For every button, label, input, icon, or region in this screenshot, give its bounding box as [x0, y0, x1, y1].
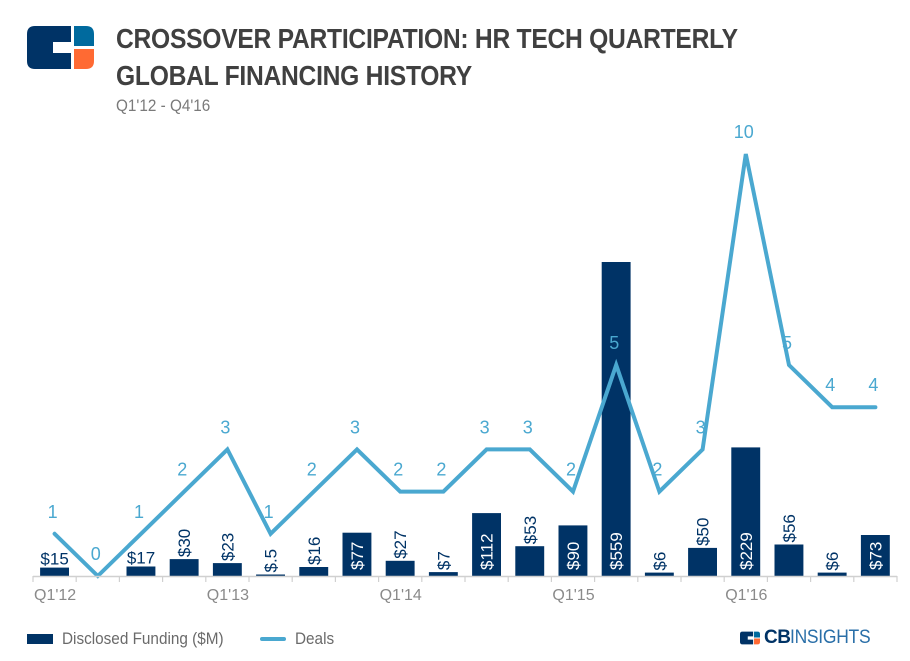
- funding-data-label: $16: [305, 537, 324, 565]
- funding-bar: [688, 547, 717, 576]
- deals-data-label: 2: [393, 460, 403, 480]
- deals-data-label: 3: [480, 417, 490, 437]
- deals-data-label: 4: [868, 375, 878, 395]
- brand-cb-text: CB: [764, 627, 791, 648]
- cb-insights-brand: CB INSIGHTS: [740, 627, 878, 648]
- x-tick-label: Q1'13: [207, 587, 249, 604]
- x-tick-label: Q1'16: [725, 587, 767, 604]
- funding-data-label: $77: [348, 542, 367, 570]
- funding-data-label: $17: [127, 549, 155, 568]
- funding-data-label: $73: [866, 542, 885, 570]
- funding-bar: [428, 572, 458, 576]
- funding-bar: [342, 532, 372, 576]
- chart-subtitle: Q1'12 - Q4'16: [116, 96, 211, 115]
- funding-bar: [212, 563, 242, 576]
- logo-orange-segment: [74, 49, 94, 69]
- funding-bar: [40, 567, 69, 576]
- funding-bar: [126, 566, 156, 576]
- funding-data-label: $559: [607, 532, 626, 570]
- funding-bar: [558, 525, 588, 576]
- funding-data-label: $7: [434, 551, 453, 570]
- logo-navy-segment: [27, 26, 71, 69]
- legend-swatch-funding: [27, 634, 53, 644]
- funding-data-label: $56: [780, 514, 799, 542]
- funding-bar: [169, 559, 199, 576]
- deals-data-label: 5: [609, 333, 619, 353]
- legend-label-funding: Disclosed Funding ($M): [62, 629, 224, 648]
- logo-blue-segment: [74, 26, 94, 46]
- funding-bar: [385, 560, 415, 576]
- chart-title-line1: CROSSOVER PARTICIPATION: HR TECH QUARTER…: [116, 23, 738, 54]
- funding-data-label: $90: [564, 542, 583, 570]
- deals-data-label: 5: [782, 333, 792, 353]
- x-tick-label: Q1'15: [552, 587, 594, 604]
- funding-labels: $15 $17 $30 $23 $.5 $16 $77 $27 $7 $112 $53 $90 $559…: [40, 514, 885, 572]
- funding-data-label: $23: [218, 533, 237, 561]
- legend: Disclosed Funding ($M) Deals: [27, 628, 338, 650]
- brand-insights-text: INSIGHTS: [790, 627, 871, 648]
- legend-swatch-deals: [259, 637, 286, 641]
- chart-title-line2: GLOBAL FINANCING HISTORY: [116, 60, 472, 91]
- funding-data-label: $27: [391, 530, 410, 558]
- funding-bar: [299, 567, 329, 576]
- funding-data-label: $53: [521, 516, 540, 544]
- deals-data-label: 10: [734, 122, 754, 142]
- funding-bar: [515, 546, 545, 576]
- deals-data-label: 3: [350, 417, 360, 437]
- funding-bar: [817, 572, 847, 576]
- funding-bar: [472, 513, 501, 576]
- funding-data-label: $229: [737, 532, 756, 570]
- funding-bars: [40, 262, 890, 576]
- deals-data-label: 1: [134, 502, 144, 522]
- cb-insights-mini-logo: [740, 631, 760, 645]
- funding-data-label: $6: [650, 552, 669, 571]
- deals-data-label: 3: [220, 417, 230, 437]
- deals-data-label: 2: [307, 460, 317, 480]
- funding-data-label: $50: [694, 518, 713, 546]
- funding-data-label: $.5: [262, 549, 281, 573]
- deals-data-label: 3: [523, 417, 533, 437]
- funding-data-label: $30: [175, 529, 194, 557]
- funding-data-label: $6: [823, 552, 842, 571]
- deals-data-label: 1: [48, 502, 58, 522]
- deals-line: [52, 153, 878, 579]
- deals-data-label: 3: [696, 417, 706, 437]
- cb-insights-logo: [27, 26, 94, 69]
- funding-data-label: $15: [40, 550, 68, 569]
- x-tick-label: Q1'12: [34, 587, 76, 604]
- funding-bar: [731, 447, 761, 576]
- funding-data-label: $112: [478, 533, 497, 570]
- legend-item-deals: Deals: [259, 629, 338, 649]
- deals-data-label: 2: [566, 460, 576, 480]
- funding-bar: [860, 535, 890, 576]
- deals-data-label: 2: [436, 460, 446, 480]
- x-tick-label: Q1'14: [380, 587, 422, 604]
- funding-bar: [774, 544, 804, 576]
- deals-data-label: 2: [177, 460, 187, 480]
- funding-bar: [601, 262, 631, 576]
- deals-data-label: 1: [264, 502, 274, 522]
- legend-item-funding: Disclosed Funding ($M): [27, 629, 242, 649]
- deals-data-label: 4: [825, 375, 835, 395]
- x-axis: Q1'12 Q1'13 Q1'14 Q1'15 Q1'16: [32, 575, 898, 604]
- deals-data-label: 2: [652, 460, 662, 480]
- chart-title: CROSSOVER PARTICIPATION: HR TECH QUARTER…: [116, 20, 738, 94]
- legend-label-deals: Deals: [294, 629, 334, 648]
- funding-bar: [256, 574, 285, 576]
- funding-bar: [644, 572, 674, 576]
- deals-data-label: 0: [91, 544, 101, 564]
